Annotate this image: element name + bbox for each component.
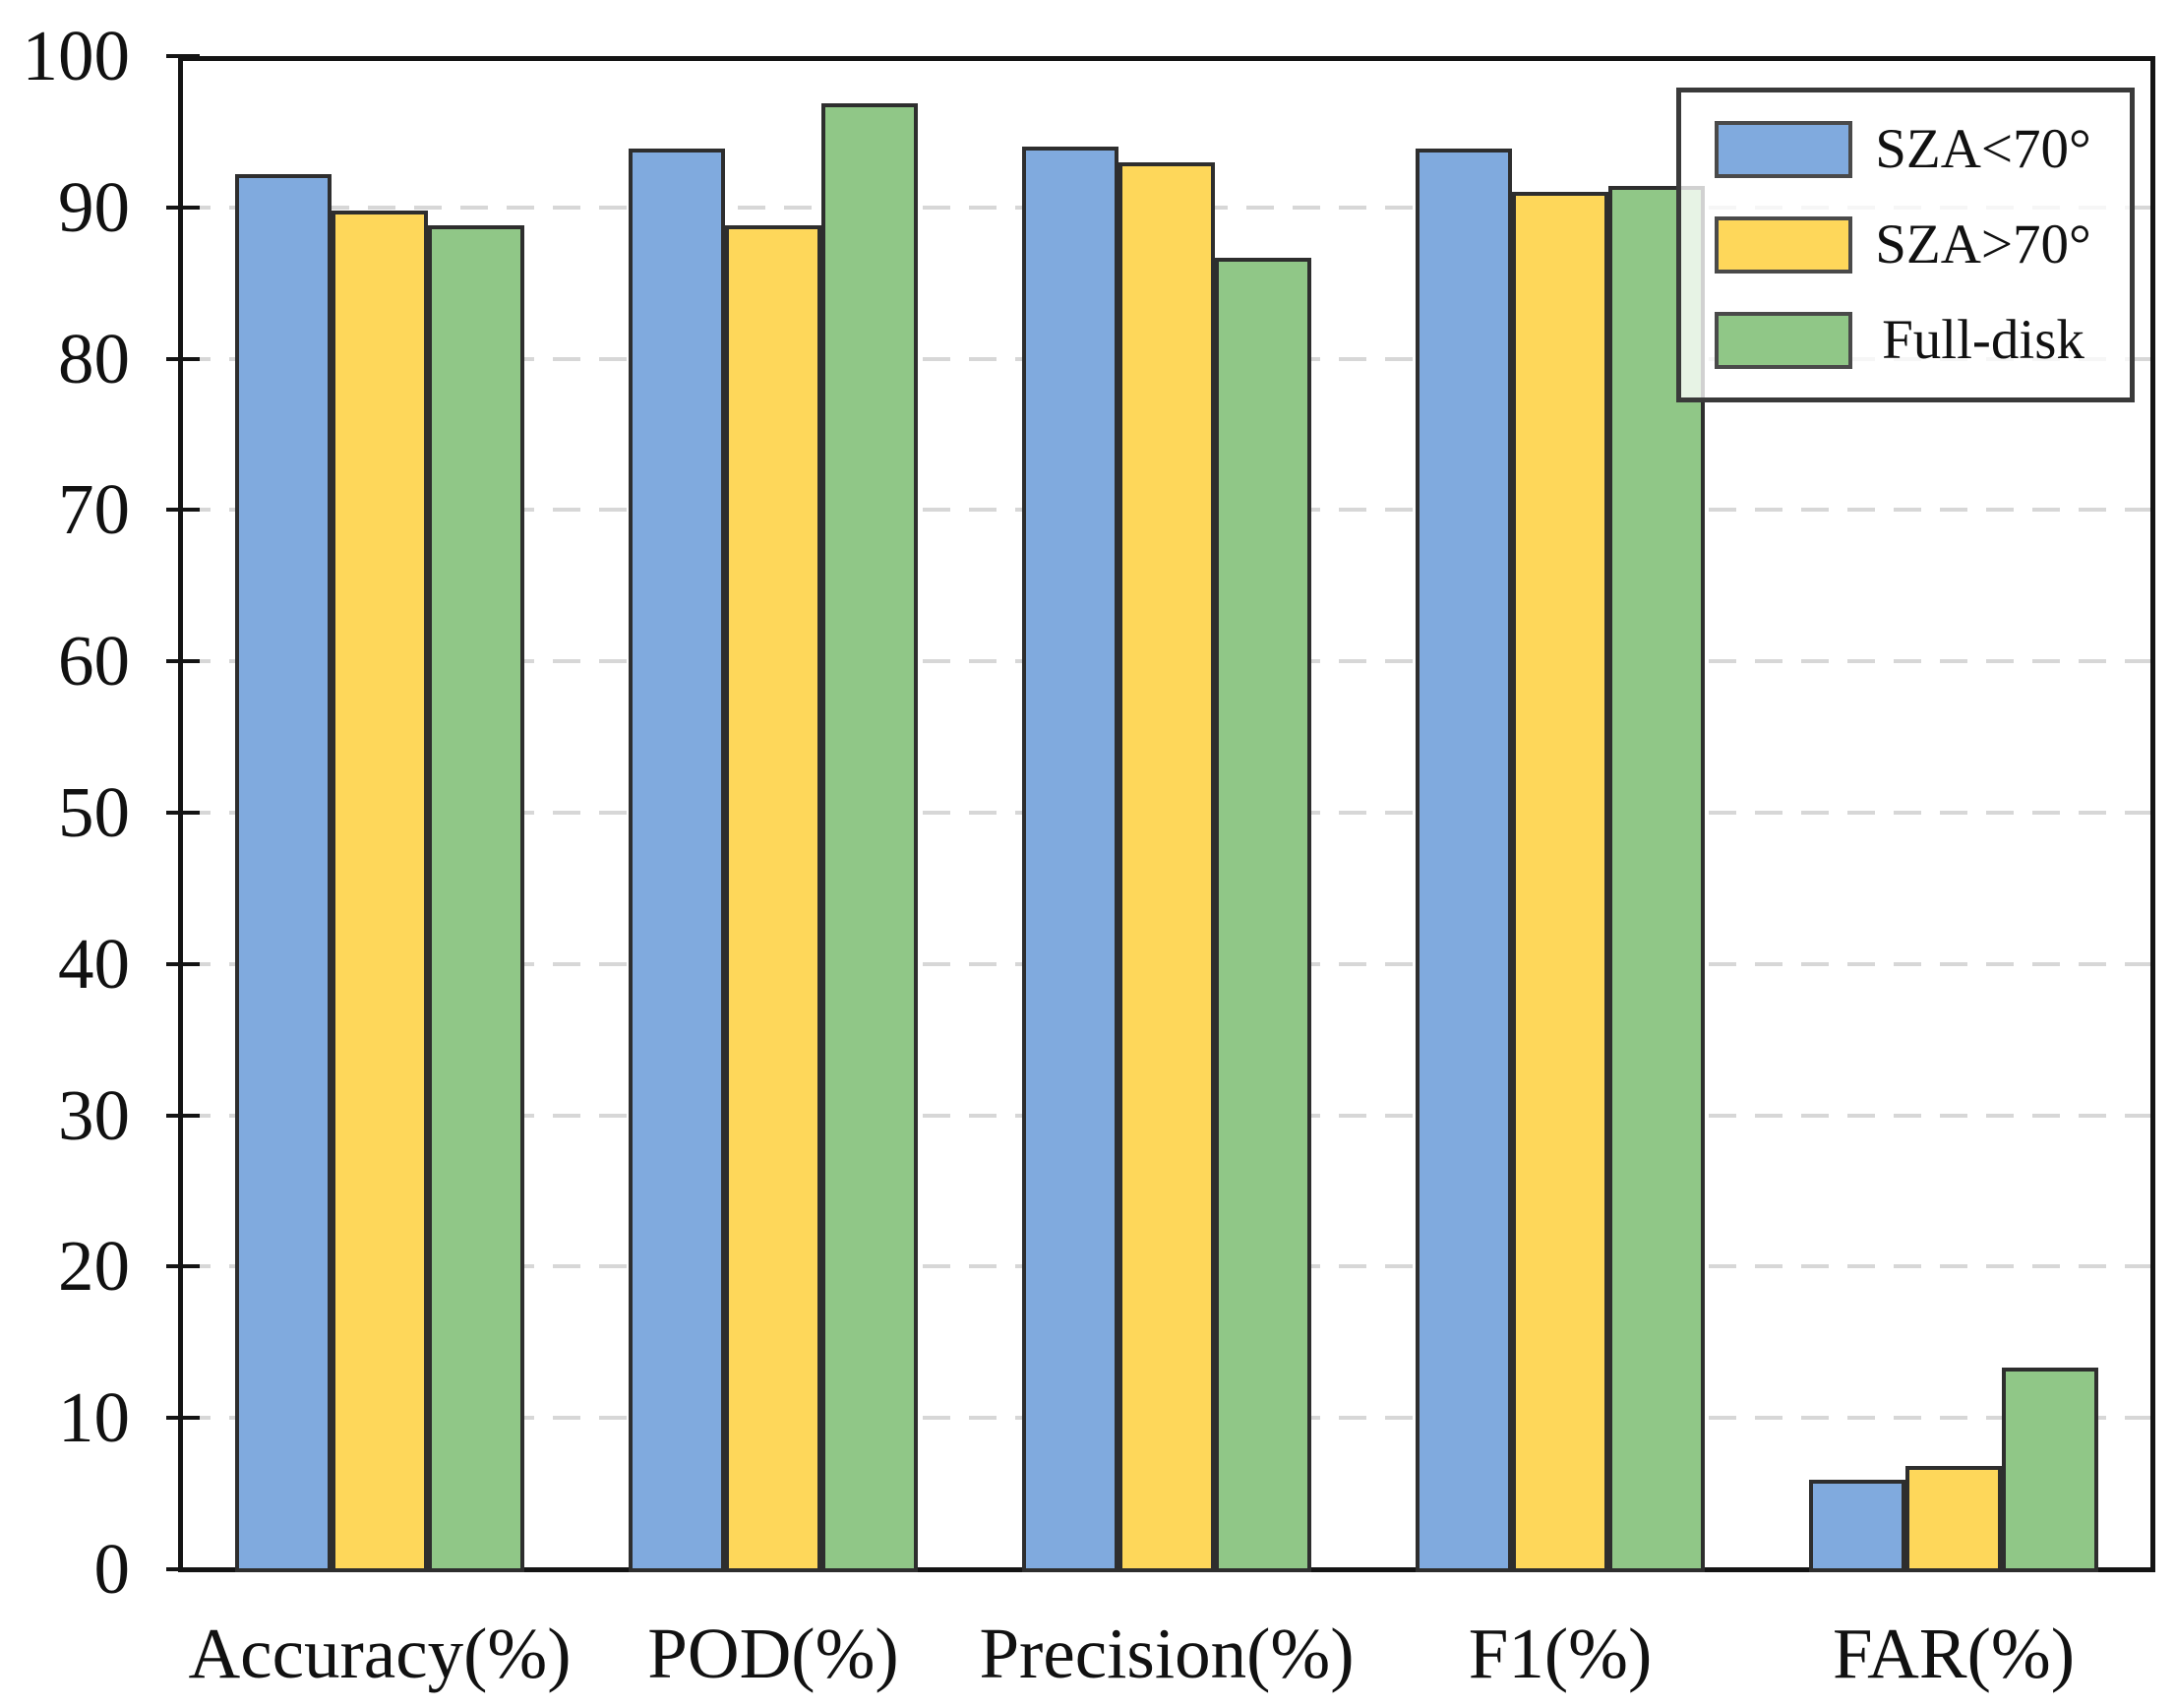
y-axis-tick-label: 100 (22, 16, 131, 95)
legend-swatch-series1 (1715, 121, 1852, 179)
y-axis-tick (166, 205, 200, 210)
legend-label: SZA<70° (1875, 118, 2091, 181)
legend-swatch-series2 (1715, 215, 1852, 274)
bar-series2-precision (1118, 161, 1215, 1572)
legend-item: SZA>70° (1681, 213, 2130, 275)
y-axis-tick-label: 20 (58, 1226, 130, 1307)
bar-series3-precision (1215, 257, 1311, 1572)
legend: SZA<70° SZA>70° Full-disk (1676, 88, 2135, 402)
legend-swatch-series3 (1715, 311, 1852, 369)
y-axis-tick-label: 80 (58, 318, 130, 398)
x-axis-category-label: FAR(%) (1832, 1614, 2076, 1693)
bar-series2-far (1905, 1466, 2002, 1572)
bar-series1-pod (629, 148, 725, 1572)
y-axis-tick-label: 50 (58, 772, 130, 852)
legend-label: SZA>70° (1875, 213, 2091, 275)
y-axis-tick (166, 659, 200, 664)
y-axis-tick (166, 961, 200, 966)
x-axis-category-label: F1(%) (1468, 1614, 1653, 1693)
bar-series2-pod (725, 225, 821, 1572)
y-axis-tick-label: 40 (58, 923, 130, 1004)
y-axis-tick-label: 10 (58, 1377, 130, 1458)
y-axis-tick (166, 1416, 200, 1421)
y-axis-tick (166, 508, 200, 513)
bar-series1-f1 (1416, 148, 1512, 1572)
bar-series2-f1 (1512, 192, 1608, 1572)
y-axis-tick (166, 1567, 200, 1571)
y-axis-tick-label: 60 (58, 621, 130, 702)
y-axis-tick-label: 90 (58, 166, 130, 247)
legend-item: Full-disk (1681, 308, 2130, 371)
bar-series3-f1 (1608, 186, 1705, 1572)
x-axis-category-label: POD(%) (647, 1614, 899, 1693)
bar-series1-accuracy (235, 173, 332, 1572)
y-axis-tick-label: 70 (58, 469, 130, 550)
x-axis-category-label: Accuracy(%) (188, 1614, 572, 1693)
y-axis-tick (166, 811, 200, 815)
y-axis-tick-label: 30 (58, 1074, 130, 1155)
bar-series3-accuracy (428, 225, 524, 1572)
y-axis-tick (166, 54, 200, 58)
y-axis-tick (166, 356, 200, 361)
y-axis-tick (166, 1264, 200, 1269)
x-axis-category-label: Precision(%) (979, 1614, 1355, 1693)
bar-series3-far (2002, 1368, 2098, 1572)
y-axis-tick (166, 1113, 200, 1118)
bar-series1-far (1809, 1480, 1905, 1572)
y-axis-tick-label: 0 (93, 1529, 131, 1609)
bar-series3-pod (821, 102, 918, 1572)
legend-item: SZA<70° (1681, 120, 2130, 179)
legend-label: Full-disk (1882, 308, 2084, 371)
bar-series1-precision (1022, 147, 1118, 1572)
bar-series2-accuracy (332, 210, 428, 1572)
